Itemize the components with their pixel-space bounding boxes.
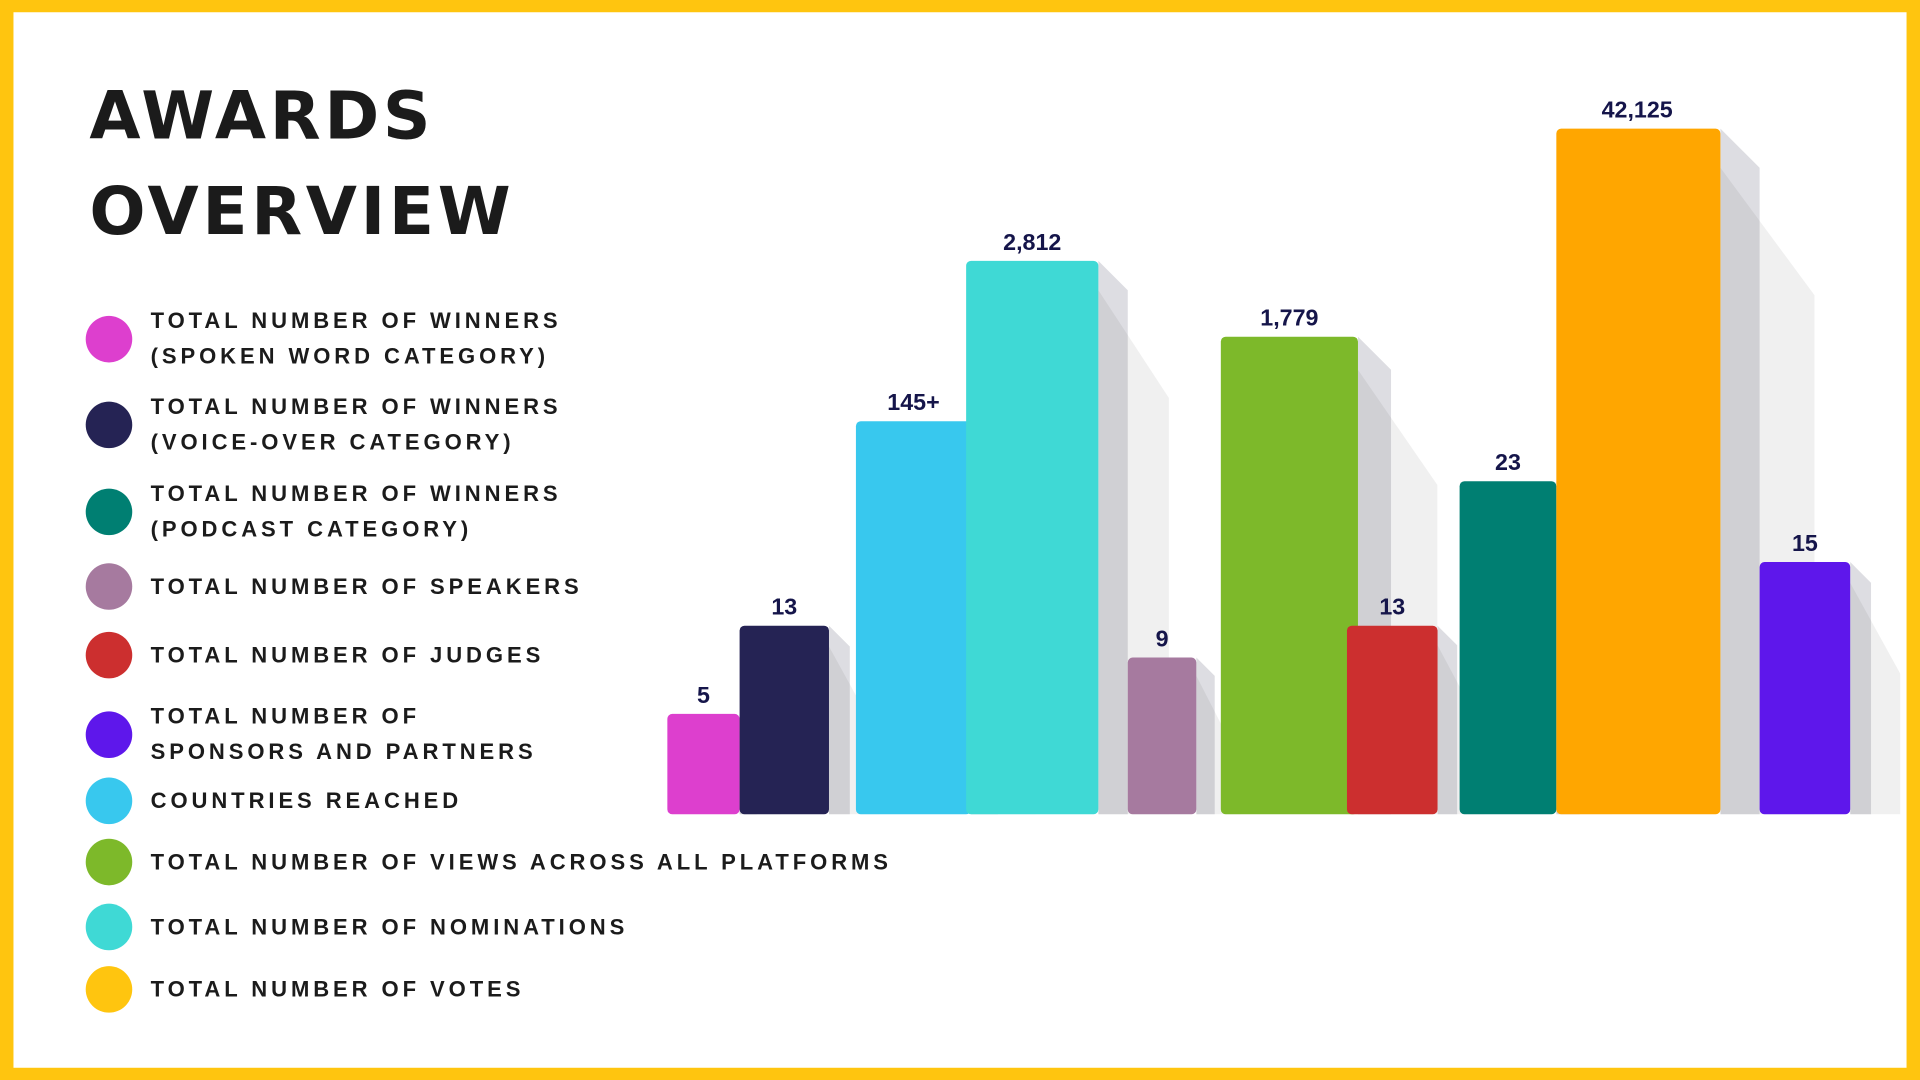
bar	[1220, 336, 1358, 815]
legend-item: TOTAL NUMBER OF SPONSORS AND PARTNERS	[85, 699, 537, 770]
legend-swatch	[85, 488, 133, 536]
legend-label: TOTAL NUMBER OF SPEAKERS	[150, 573, 583, 599]
legend-item: TOTAL NUMBER OF NOMINATIONS	[85, 903, 629, 951]
data-label: 13	[771, 594, 797, 620]
bar-side	[1098, 260, 1128, 815]
legend-item: TOTAL NUMBER OF JUDGES	[85, 631, 545, 679]
bar	[667, 713, 740, 815]
legend-swatch	[85, 838, 133, 886]
bar	[739, 625, 829, 815]
legend-swatch	[85, 777, 133, 825]
legend-label: TOTAL NUMBER OF WINNERS (PODCAST CATEGOR…	[150, 481, 562, 542]
legend-swatch	[85, 563, 133, 610]
legend-swatch	[85, 711, 133, 758]
data-label: 23	[1495, 449, 1521, 475]
bar	[1556, 128, 1721, 815]
legend-item: TOTAL NUMBER OF VIEWS ACROSS ALL PLATFOR…	[85, 838, 892, 886]
legend-label: TOTAL NUMBER OF NOMINATIONS	[150, 914, 629, 939]
data-label: 42,125	[1602, 97, 1673, 123]
legend-item: TOTAL NUMBER OF WINNERS (SPOKEN WORD CAT…	[85, 304, 562, 375]
legend-item: TOTAL NUMBER OF WINNERS (PODCAST CATEGOR…	[85, 476, 562, 547]
legend-label: TOTAL NUMBER OF VOTES	[150, 976, 525, 1002]
bar-side	[1196, 657, 1215, 815]
legend-label: TOTAL NUMBER OF WINNERS (SPOKEN WORD CAT…	[150, 308, 562, 369]
data-label: 15	[1792, 530, 1818, 556]
bar	[966, 260, 1099, 815]
legend-swatch	[85, 315, 133, 363]
legend-label: COUNTRIES REACHED	[150, 787, 463, 813]
bar	[1759, 562, 1851, 815]
bar	[1459, 481, 1557, 815]
legend-label: TOTAL NUMBER OF WINNERS (VOICE-OVER CATE…	[150, 394, 562, 455]
legend-item: TOTAL NUMBER OF WINNERS (VOICE-OVER CATE…	[85, 389, 562, 460]
legend-label: TOTAL NUMBER OF JUDGES	[150, 642, 545, 667]
title-line-2: OVERVIEW	[89, 172, 515, 250]
title-line-1: AWARDS	[89, 77, 435, 155]
legend-item: COUNTRIES REACHED	[85, 777, 463, 825]
legend-swatch	[85, 966, 133, 1013]
legend-item: TOTAL NUMBER OF VOTES	[85, 966, 525, 1013]
data-label: 9	[1156, 626, 1169, 652]
data-label: 13	[1379, 594, 1405, 620]
legend-label: TOTAL NUMBER OF VIEWS ACROSS ALL PLATFOR…	[150, 849, 892, 874]
legend-label: TOTAL NUMBER OF SPONSORS AND PARTNERS	[150, 704, 537, 765]
data-label: 5	[697, 682, 710, 708]
legend-swatch	[85, 401, 133, 449]
data-label: 1,779	[1260, 305, 1318, 331]
legend-swatch	[85, 903, 133, 951]
bar	[1346, 625, 1438, 815]
bar-side	[1850, 562, 1872, 815]
data-label: 2,812	[1003, 229, 1061, 255]
bar-shadow	[1850, 582, 1901, 815]
bar-side	[1437, 625, 1458, 815]
bar-side	[1720, 128, 1760, 815]
bar	[1127, 657, 1197, 815]
bar	[855, 421, 972, 815]
legend-item: TOTAL NUMBER OF SPEAKERS	[85, 563, 583, 610]
legend-swatch	[85, 631, 133, 679]
data-label: 145+	[887, 389, 939, 415]
bar-side	[828, 625, 850, 815]
